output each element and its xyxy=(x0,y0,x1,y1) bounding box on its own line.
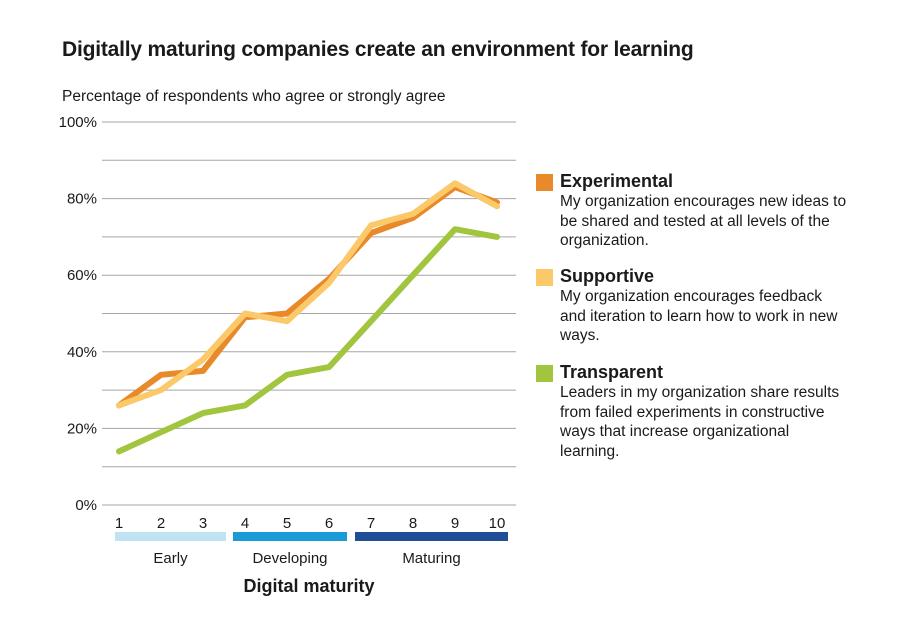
y-tick-label: 60% xyxy=(67,267,97,284)
group-label: Developing xyxy=(252,550,327,567)
legend-desc-experimental: My organization encourages new ideas to … xyxy=(560,193,847,249)
series-line-supportive xyxy=(116,180,500,409)
x-tick-label: 7 xyxy=(367,515,375,532)
legend-label-experimental: Experimental xyxy=(560,171,674,191)
x-tick-label: 1 xyxy=(115,515,123,532)
legend-swatch-transparent xyxy=(536,365,553,382)
legend-desc-supportive: My organization encourages feedback and … xyxy=(560,288,838,344)
group-bar xyxy=(233,532,347,541)
legend-swatch-supportive xyxy=(536,269,553,286)
y-tick-label: 0% xyxy=(75,497,97,514)
legend-label-supportive: Supportive xyxy=(560,266,655,286)
x-tick-label: 6 xyxy=(325,515,333,532)
series-line-transparent xyxy=(116,226,500,455)
x-tick-label: 3 xyxy=(199,515,207,532)
group-label: Early xyxy=(153,550,188,567)
x-tick-label: 2 xyxy=(157,515,165,532)
group-bar xyxy=(355,532,508,541)
y-tick-label: 40% xyxy=(67,344,97,361)
y-tick-label: 20% xyxy=(67,420,97,437)
legend-desc-transparent: Leaders in my organization share results… xyxy=(560,384,840,460)
chart-title: Digitally maturing companies create an e… xyxy=(62,38,694,61)
x-axis-title: Digital maturity xyxy=(243,576,374,596)
x-tick-label: 4 xyxy=(241,515,249,532)
x-tick-label: 9 xyxy=(451,515,459,532)
x-tick-label: 10 xyxy=(489,515,506,532)
chart-subtitle: Percentage of respondents who agree or s… xyxy=(62,88,446,105)
legend-swatch-experimental xyxy=(536,174,553,191)
y-tick-label: 100% xyxy=(59,114,97,131)
group-bar xyxy=(115,532,226,541)
group-label: Maturing xyxy=(402,550,460,567)
legend-label-transparent: Transparent xyxy=(560,362,664,382)
x-tick-label: 8 xyxy=(409,515,417,532)
x-tick-label: 5 xyxy=(283,515,291,532)
y-tick-label: 80% xyxy=(67,191,97,208)
